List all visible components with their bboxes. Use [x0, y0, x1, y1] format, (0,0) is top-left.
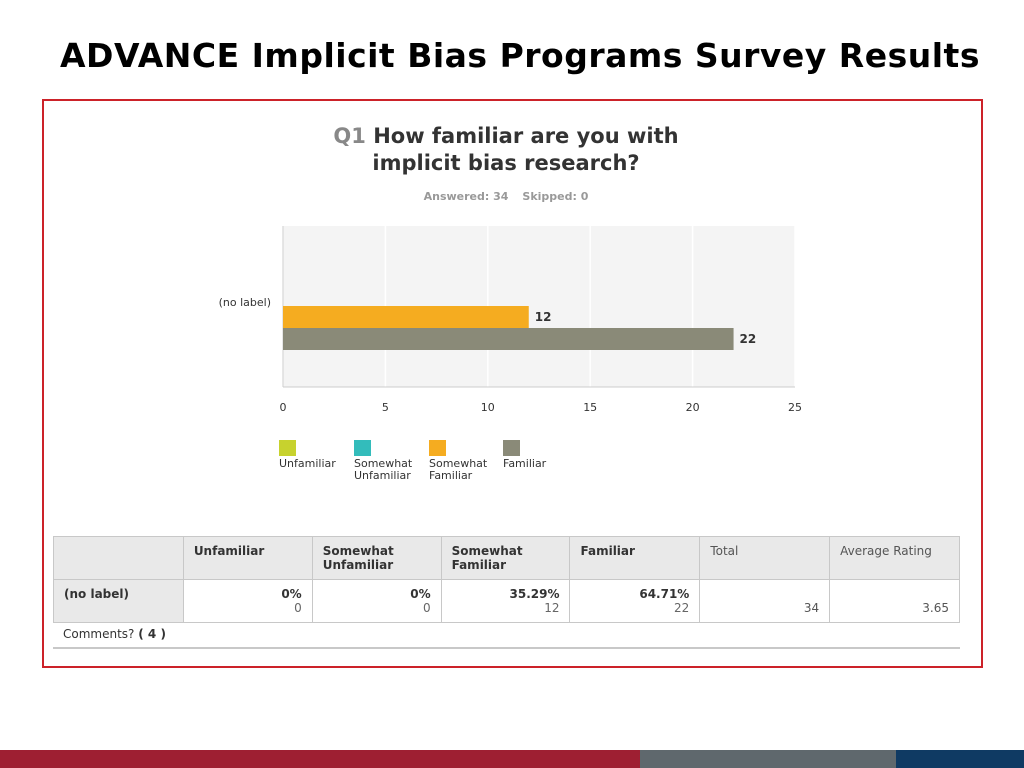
column-header-somewhat-unfamiliar: Somewhat Unfamiliar — [311, 536, 442, 580]
x-tick-label: 15 — [583, 401, 597, 414]
cell-somewhat-unfamiliar: 0% 0 — [311, 579, 442, 623]
bar-value-label: 12 — [535, 310, 552, 324]
x-tick-label: 20 — [686, 401, 700, 414]
table-corner — [53, 536, 184, 580]
x-tick-label: 5 — [382, 401, 389, 414]
legend-item-somewhat-familiar: Somewhat Familiar — [429, 440, 487, 482]
footer-bar-gray — [640, 750, 896, 768]
legend-swatch — [279, 440, 296, 456]
bar-value-label: 22 — [740, 332, 757, 346]
bar-familiar — [283, 328, 734, 350]
footer-bar-red — [0, 750, 640, 768]
results-table: Unfamiliar Somewhat Unfamiliar Somewhat Fa… — [53, 536, 960, 623]
legend-label: Familiar — [429, 469, 473, 482]
column-header-average-rating: Average Rating — [829, 536, 960, 580]
cell-count: 0 — [422, 601, 431, 615]
cell-total: 34 — [699, 579, 831, 623]
footer-bar-blue — [896, 750, 1024, 768]
cell-count: 0 — [294, 601, 302, 615]
question-text-line2: implicit bias research? — [372, 151, 640, 175]
header-line: Somewhat — [322, 544, 394, 558]
legend-item-somewhat-unfamiliar: Somewhat Unfamiliar — [354, 440, 412, 482]
legend-swatch — [354, 440, 371, 456]
comments-label: Comments? — [63, 627, 135, 641]
cell-percent: 64.71% — [639, 587, 690, 601]
cell-count: 12 — [544, 601, 560, 615]
x-tick-label: 25 — [788, 401, 802, 414]
table-row: (no label) 0% 0 0% 0 35.29% 12 64.71% 22 34 … — [53, 579, 960, 623]
x-tick-label: 10 — [481, 401, 495, 414]
question-number: Q1 — [333, 124, 366, 148]
legend-swatch — [503, 440, 520, 456]
legend-label: Somewhat — [429, 457, 488, 470]
legend-label: Familiar — [503, 457, 547, 470]
cell-count: 22 — [674, 601, 690, 615]
legend-swatch — [429, 440, 446, 456]
bar-chart: 0 5 10 15 20 25 (no label) 12 22 — [219, 226, 802, 414]
cell-somewhat-familiar: 35.29% 12 — [440, 579, 571, 623]
column-header-familiar: Familiar — [569, 536, 701, 580]
response-summary: Answered: 34 Skipped: 0 — [0, 190, 1012, 203]
row-label: (no label) — [53, 579, 184, 623]
cell-percent: 0% — [410, 587, 431, 601]
question-text-line1: How familiar are you with — [373, 124, 679, 148]
legend-label: Unfamiliar — [279, 457, 336, 470]
bar-somewhat-familiar — [283, 306, 529, 328]
slide-title: ADVANCE Implicit Bias Programs Survey Re… — [60, 36, 980, 75]
cell-unfamiliar: 0% 0 — [182, 579, 313, 623]
column-header-somewhat-familiar: Somewhat Familiar — [440, 536, 571, 580]
table-header-row: Unfamiliar Somewhat Unfamiliar Somewhat Fa… — [53, 536, 960, 580]
category-label: (no label) — [219, 296, 271, 309]
column-header-total: Total — [699, 536, 831, 580]
legend-label: Somewhat — [354, 457, 413, 470]
legend-item-unfamiliar: Unfamiliar — [279, 440, 336, 470]
cell-familiar: 64.71% 22 — [569, 579, 701, 623]
cell-average-rating: 3.65 — [829, 579, 960, 623]
header-line: Unfamiliar — [322, 558, 394, 572]
cell-percent: 35.29% — [509, 587, 560, 601]
x-tick-label: 0 — [280, 401, 287, 414]
legend-label: Unfamiliar — [354, 469, 411, 482]
comments-count-link[interactable]: ( 4 ) — [138, 627, 166, 641]
comments-row[interactable]: Comments? ( 4 ) — [53, 622, 960, 649]
answered-count: Answered: 34 — [423, 190, 509, 203]
question-title: Q1 How familiar are you with implicit bi… — [0, 123, 1012, 177]
column-header-unfamiliar: Unfamiliar — [182, 536, 313, 580]
skipped-count: Skipped: 0 — [522, 190, 589, 203]
legend-item-familiar: Familiar — [503, 440, 546, 470]
cell-percent: 0% — [281, 587, 302, 601]
header-line: Somewhat — [451, 544, 523, 558]
header-line: Familiar — [451, 558, 507, 572]
